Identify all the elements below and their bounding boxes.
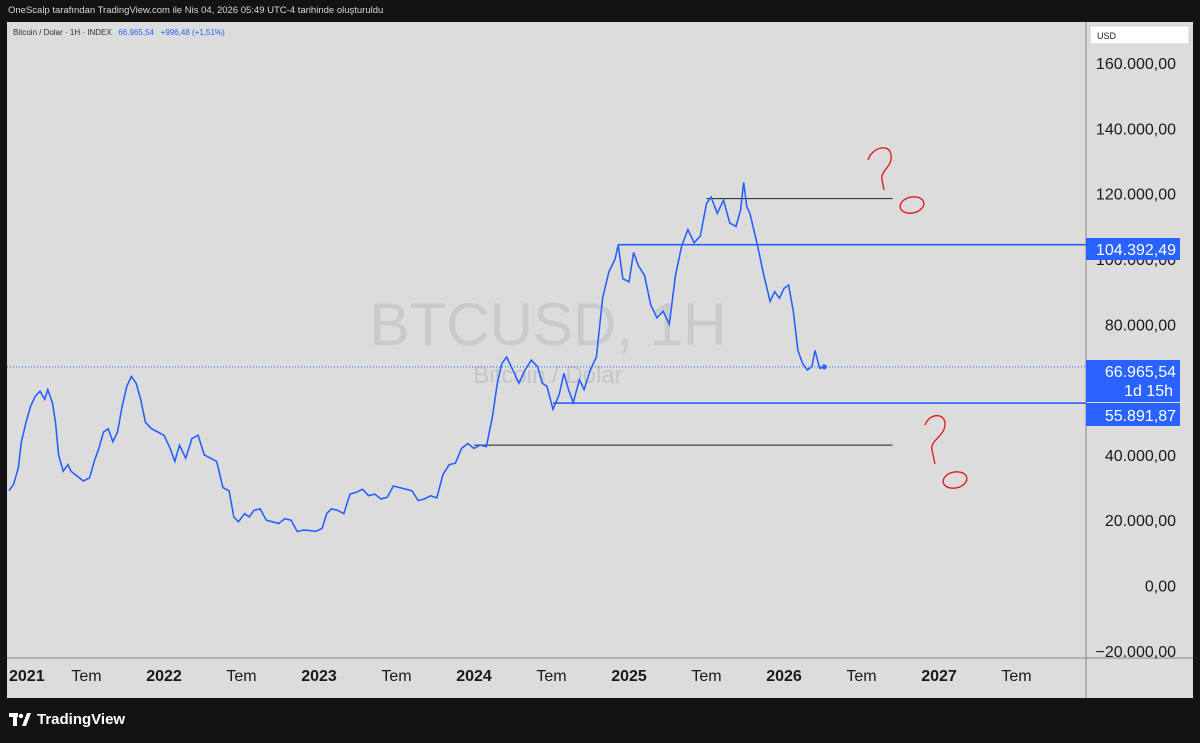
question-annotation-lower: [924, 414, 968, 489]
x-tick-label: Tem: [1001, 668, 1031, 685]
y-tick-label: 80.000,00: [1105, 317, 1176, 334]
lower-level-tag-text: 55.891,87: [1105, 408, 1176, 425]
y-tick-label: 120.000,00: [1096, 187, 1176, 204]
y-tick-label: −20.000,00: [1095, 644, 1176, 661]
x-tick-label: 2025: [611, 668, 647, 685]
currency-selector[interactable]: USD: [1089, 25, 1190, 45]
x-tick-label: 2024: [456, 668, 492, 685]
question-dot-icon: [899, 196, 925, 214]
y-tick-label: 0,00: [1145, 579, 1176, 596]
x-tick-label: Tem: [691, 668, 721, 685]
x-tick-label: Tem: [536, 668, 566, 685]
time-axis[interactable]: 2021 Tem 2022 Tem 2023 Tem 2024 Tem 2025 Tem 2026 T…: [9, 668, 1032, 685]
candle-countdown-text: 1d 15h: [1124, 383, 1173, 400]
price-axis[interactable]: 160.000,00140.000,00120.000,00100.000,00…: [1095, 56, 1176, 661]
current-price-tag-text: 66.965,54: [1105, 364, 1176, 381]
question-annotation-upper: [867, 147, 925, 214]
tradingview-logo[interactable]: TradingView: [9, 711, 125, 728]
watermark-name: Bitcoin / Dolar: [473, 362, 622, 389]
question-mark-icon: [924, 414, 946, 465]
question-dot-icon: [942, 471, 968, 489]
symbol-legend[interactable]: Bitcoin / Dolar · 1H · INDEX 66.965,54 +…: [13, 28, 225, 37]
y-tick-label: 160.000,00: [1096, 56, 1176, 73]
x-tick-label: 2023: [301, 668, 337, 685]
x-tick-label: 2027: [921, 668, 957, 685]
upper-level-tag-text: 104.392,49: [1096, 242, 1176, 259]
x-tick-label: Tem: [846, 668, 876, 685]
currency-label: USD: [1097, 31, 1117, 41]
x-tick-label: Tem: [226, 668, 256, 685]
chart-panel[interactable]: Bitcoin / Dolar · 1H · INDEX 66.965,54 +…: [7, 22, 1193, 698]
y-tick-label: 20.000,00: [1105, 513, 1176, 530]
annotation-text-1: ?: [0, 0, 1, 1]
x-tick-label: 2021: [9, 668, 45, 685]
horizontal-levels: [474, 198, 1086, 446]
legend-symbol: Bitcoin / Dolar · 1H · INDEX: [13, 28, 112, 37]
upper-level-price-tag[interactable]: 104.392,49: [1086, 238, 1180, 260]
y-tick-label: 140.000,00: [1096, 121, 1176, 138]
series-line: [8, 182, 825, 533]
brand-name: TradingView: [37, 711, 126, 728]
question-mark-icon: [867, 147, 892, 191]
tradingview-logo-icon: [9, 712, 31, 726]
lower-level-price-tag[interactable]: 55.891,87: [1086, 403, 1180, 426]
x-tick-label: Tem: [381, 668, 411, 685]
x-tick-label: Tem: [71, 668, 101, 685]
x-tick-label: 2026: [766, 668, 802, 685]
legend-price: 66.965,54: [118, 28, 154, 37]
watermark-ticker: BTCUSD, 1H: [370, 291, 727, 358]
annotation-text-2: ?: [0, 0, 1, 1]
snapshot-caption: OneScalp tarafından TradingView.com ile …: [8, 5, 384, 16]
current-price-tag[interactable]: 66.965,54 1d 15h: [1086, 360, 1180, 402]
last-price-dot: [821, 364, 827, 370]
legend-change: +996,48 (+1,51%): [160, 28, 225, 37]
x-tick-label: 2022: [146, 668, 182, 685]
y-tick-label: 40.000,00: [1105, 448, 1176, 465]
